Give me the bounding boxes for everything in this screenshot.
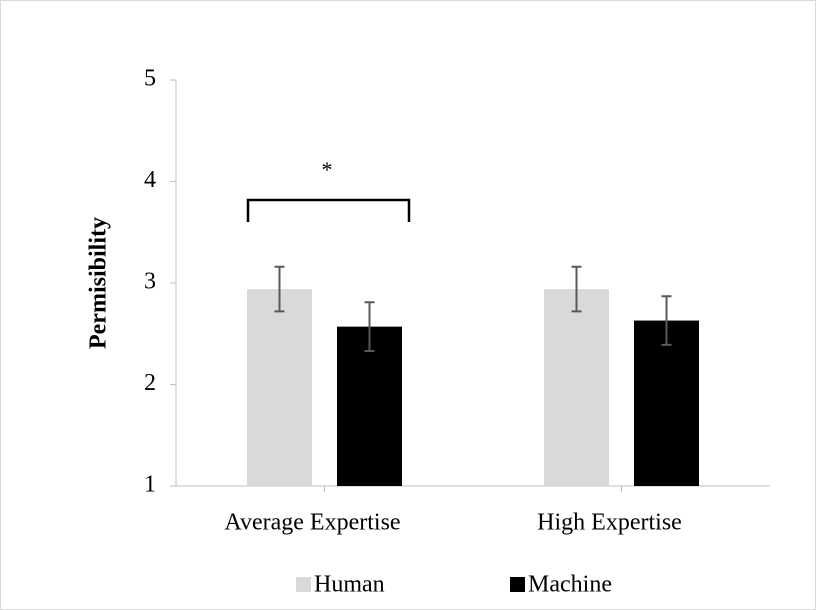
bar [544,289,609,486]
error-bar [274,265,285,313]
significance-bracket [246,198,411,222]
error-bar [364,301,375,353]
bar [247,289,312,486]
error-bar [571,265,582,313]
bar [634,320,699,486]
y-tick-label: 2 [144,370,156,396]
error-bar [661,295,672,346]
x-tick-label: Average Expertise [224,510,400,536]
y-axis-label: Permisibility [86,217,112,349]
annotation: * [322,157,333,182]
legend-label: Machine [528,572,612,598]
legend-label: Human [314,572,385,598]
y-tick-label: 4 [144,167,156,193]
y-tick-label: 3 [144,269,156,295]
y-tick-label: 1 [144,472,156,498]
legend-swatch [510,577,525,592]
bar [337,326,402,486]
x-tick-label: High Expertise [537,510,682,536]
legend-swatch [296,577,311,592]
y-tick-label: 5 [144,66,156,92]
